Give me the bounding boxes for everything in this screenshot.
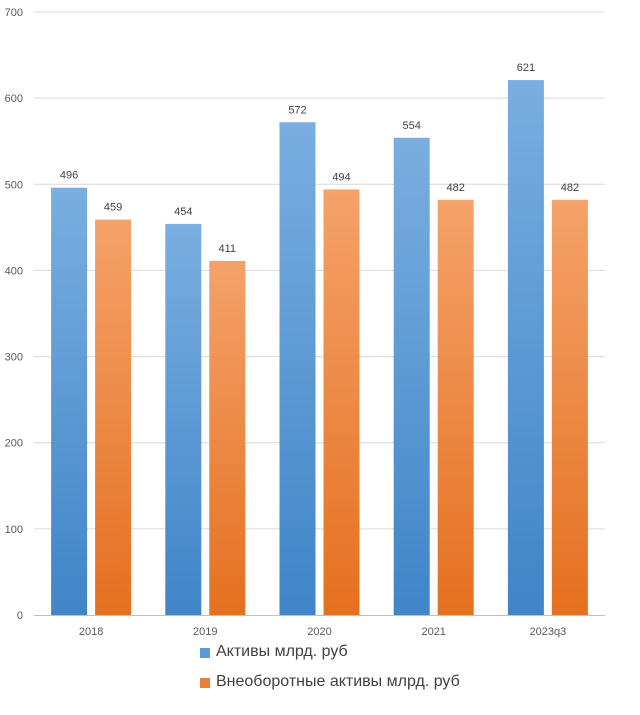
data-label-assets-2020: 572 <box>288 104 306 116</box>
data-labels: 496 459 454 411 572 494 554 482 621 482 <box>60 62 579 255</box>
y-tick-label-600: 600 <box>5 93 23 105</box>
y-axis: 0 100 200 300 400 500 600 700 <box>5 7 23 622</box>
y-tick-label-700: 700 <box>5 7 23 19</box>
x-tick-label-2021: 2021 <box>421 626 445 638</box>
legend-swatch-assets <box>200 648 210 658</box>
y-tick-label-100: 100 <box>5 524 23 536</box>
data-label-noncurrent-assets-2019: 411 <box>219 243 237 255</box>
bar-assets-2023q3 <box>507 80 544 615</box>
legend-swatch-noncurrent-assets <box>200 678 210 688</box>
bar-noncurrent-assets-2021 <box>437 199 474 615</box>
x-tick-label-2020: 2020 <box>307 626 331 638</box>
y-tick-label-300: 300 <box>5 352 23 364</box>
legend: Активы млрд. руб Внеоборотные активы млр… <box>200 637 460 697</box>
legend-label-noncurrent-assets: Внеоборотные активы млрд. руб <box>216 673 460 690</box>
y-tick-label-200: 200 <box>5 438 23 450</box>
legend-item-assets: Активы млрд. руб <box>200 637 460 667</box>
data-label-noncurrent-assets-2023q3: 482 <box>561 182 579 194</box>
legend-item-noncurrent-assets: Внеоборотные активы млрд. руб <box>200 667 460 697</box>
data-label-noncurrent-assets-2020: 494 <box>332 171 350 183</box>
legend-label-assets: Активы млрд. руб <box>216 643 348 660</box>
data-label-assets-2021: 554 <box>403 120 421 132</box>
bar-assets-2018 <box>51 187 88 615</box>
data-label-assets-2019: 454 <box>174 206 192 218</box>
y-tick-label-400: 400 <box>5 265 23 277</box>
bars <box>51 80 588 616</box>
x-tick-label-2018: 2018 <box>79 626 103 638</box>
bar-assets-2020 <box>279 122 316 616</box>
data-label-noncurrent-assets-2021: 482 <box>447 182 465 194</box>
y-tick-label-500: 500 <box>5 179 23 191</box>
bar-assets-2021 <box>393 137 430 616</box>
x-tick-label-2019: 2019 <box>193 626 217 638</box>
data-label-assets-2023q3: 621 <box>517 62 535 74</box>
bar-assets-2019 <box>165 223 202 615</box>
bar-noncurrent-assets-2019 <box>209 260 246 615</box>
data-label-assets-2018: 496 <box>60 170 78 182</box>
y-tick-label-0: 0 <box>17 610 23 622</box>
x-tick-label-2023q3: 2023q3 <box>530 626 567 638</box>
x-axis: 2018 2019 2020 2021 2023q3 <box>34 615 605 638</box>
bar-noncurrent-assets-2020 <box>323 189 360 615</box>
bar-noncurrent-assets-2018 <box>95 219 132 615</box>
data-label-noncurrent-assets-2018: 459 <box>104 202 122 214</box>
bar-noncurrent-assets-2023q3 <box>551 199 588 615</box>
